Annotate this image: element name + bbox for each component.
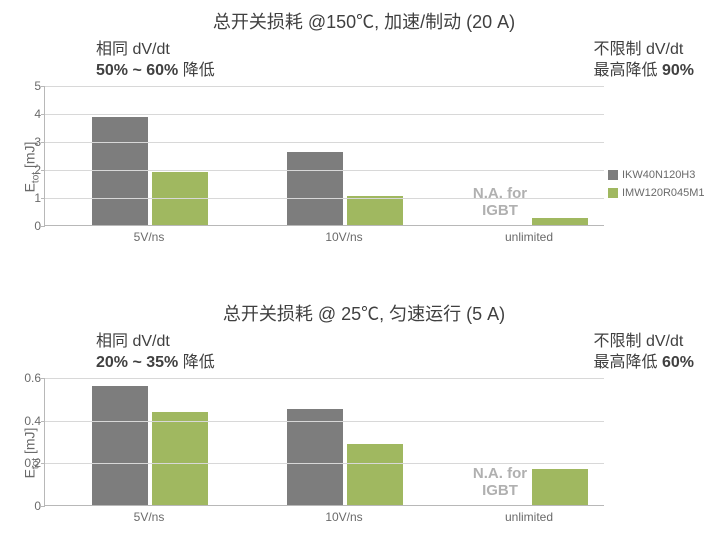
bar-s2 [347,196,403,225]
ytick-label: 0.4 [17,414,41,428]
chart2-plot-wrap: Etot [mJ] N.A. forIGBT 00.20.40.6 5V/ns1… [44,378,604,528]
chart2-annotations: 相同 dV/dt 20% ~ 35% 降低 不限制 dV/dt 最高降低 60% [0,332,728,378]
gridline [45,421,604,422]
bar-s1 [287,152,343,225]
chart1-anno-left: 相同 dV/dt 50% ~ 60% 降低 [96,40,215,82]
ytick-mark [41,170,45,171]
chart2-title: 总开关损耗 @ 25℃, 匀速运行 (5 A) [0,300,728,326]
gridline [45,86,604,87]
ytick-label: 0.6 [17,371,41,385]
chart1-annotations: 相同 dV/dt 50% ~ 60% 降低 不限制 dV/dt 最高降低 90% [0,40,728,86]
legend-item-s2: IMW120R045M1 [608,187,726,199]
ytick-mark [41,226,45,227]
bar-s1 [287,409,343,505]
bar-s1 [92,117,148,225]
bar-s2 [532,218,588,225]
ytick-mark [41,114,45,115]
xlabel: 5V/ns [134,230,165,244]
chart1-anno-right-line1: 不限制 dV/dt [594,40,694,61]
chart1-bars: N.A. forIGBT [45,86,604,225]
na-label: N.A. forIGBT [460,185,540,220]
chart2-anno-left-line2: 20% ~ 35% 降低 [96,353,215,374]
legend-label-s2: IMW120R045M1 [622,187,705,199]
ytick-label: 1 [17,191,41,205]
ytick-label: 2 [17,163,41,177]
chart1-anno-right-line2: 最高降低 90% [594,61,694,82]
bar-s2 [347,444,403,505]
ytick-mark [41,142,45,143]
ytick-mark [41,86,45,87]
chart2-anno-left-line1: 相同 dV/dt [96,332,215,353]
bar-s1 [92,386,148,505]
chart2-block: 总开关损耗 @ 25℃, 匀速运行 (5 A) 相同 dV/dt 20% ~ 3… [0,300,728,528]
chart2-bars: N.A. forIGBT [45,378,604,505]
chart1-plot-wrap: Etot [mJ] N.A. forIGBT 012345 5V/ns10V/n… [44,86,604,248]
legend-swatch-s1 [608,170,618,180]
legend-item-s1: IKW40N120H3 [608,169,726,181]
chart2-anno-right-line1: 不限制 dV/dt [594,332,694,353]
ytick-label: 4 [17,107,41,121]
bar-s2 [532,469,588,505]
xlabel: 10V/ns [325,230,362,244]
chart1-title: 总开关损耗 @150℃, 加速/制动 (20 A) [0,8,728,34]
chart1-xlabels: 5V/ns 10V/ns unlimited [44,230,604,248]
ytick-mark [41,463,45,464]
xlabel: unlimited [505,230,553,244]
legend: IKW40N120H3 IMW120R045M1 [608,163,726,205]
ytick-mark [41,198,45,199]
xlabel: unlimited [505,510,553,524]
gridline [45,463,604,464]
gridline [45,198,604,199]
na-label: N.A. forIGBT [460,465,540,500]
chart1-anno-left-line1: 相同 dV/dt [96,40,215,61]
chart2-anno-right-line2: 最高降低 60% [594,353,694,374]
chart1-anno-right: 不限制 dV/dt 最高降低 90% [594,40,694,82]
chart2-xlabels: 5V/ns 10V/ns unlimited [44,510,604,528]
xlabel: 5V/ns [134,510,165,524]
ytick-mark [41,506,45,507]
chart1-block: 总开关损耗 @150℃, 加速/制动 (20 A) 相同 dV/dt 50% ~… [0,8,728,248]
gridline [45,142,604,143]
gridline [45,378,604,379]
bar-s2 [152,412,208,505]
xlabel: 10V/ns [325,510,362,524]
legend-label-s1: IKW40N120H3 [622,169,695,181]
gridline [45,114,604,115]
chart2-anno-right: 不限制 dV/dt 最高降低 60% [594,332,694,374]
legend-swatch-s2 [608,188,618,198]
ytick-label: 0 [17,499,41,513]
ytick-label: 5 [17,79,41,93]
ytick-label: 3 [17,135,41,149]
chart2-plot: N.A. forIGBT 00.20.40.6 [44,378,604,506]
ytick-label: 0.2 [17,456,41,470]
ytick-mark [41,378,45,379]
ytick-mark [41,421,45,422]
ytick-label: 0 [17,219,41,233]
gridline [45,170,604,171]
chart2-ylabel: Etot [mJ] [22,428,42,479]
chart2-anno-left: 相同 dV/dt 20% ~ 35% 降低 [96,332,215,374]
chart1-anno-left-line2: 50% ~ 60% 降低 [96,61,215,82]
chart1-plot: N.A. forIGBT 012345 [44,86,604,226]
